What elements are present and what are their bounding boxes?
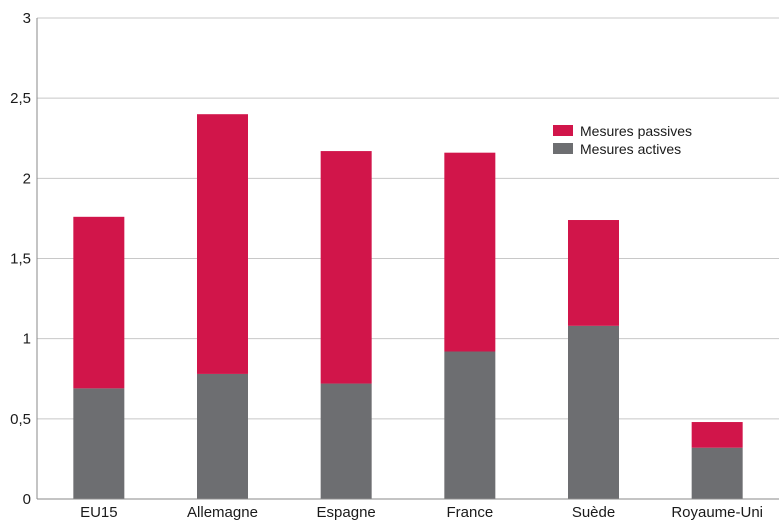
y-tick-label: 1,5 — [10, 251, 31, 268]
bar-mesures-passives — [320, 151, 372, 384]
x-axis-category-labels: EU15 Allemagne Espagne France Suède Royaume-U… — [80, 504, 763, 521]
bar-mesures-actives — [691, 447, 743, 499]
bar-mesures-passives — [444, 152, 496, 352]
bar-mesures-actives — [197, 373, 248, 499]
legend-label-mesures-passives: Mesures passives — [580, 123, 692, 139]
y-tick-label: 2 — [23, 170, 31, 187]
bar-mesures-actives — [444, 351, 496, 499]
bar-mesures-actives — [73, 388, 125, 499]
bar-mesures-actives — [320, 383, 372, 499]
x-tick-label: France — [446, 504, 493, 521]
y-tick-label: 2,5 — [10, 90, 31, 107]
gridlines — [37, 17, 779, 420]
y-tick-label: 1 — [23, 331, 31, 348]
y-axis-tick-labels: 0 0,5 1 1,5 2 2,5 3 — [10, 10, 31, 508]
legend-swatch-mesures-passives — [553, 125, 573, 136]
bar-mesures-passives — [73, 216, 125, 389]
legend-label-mesures-actives: Mesures actives — [580, 141, 681, 157]
x-tick-label: EU15 — [80, 504, 118, 521]
x-tick-label: Suède — [572, 504, 615, 521]
legend: Mesures passives Mesures actives — [553, 123, 692, 157]
y-tick-label: 0,5 — [10, 411, 31, 428]
x-tick-label: Royaume-Uni — [671, 504, 763, 521]
bar-mesures-passives — [691, 422, 743, 448]
bar-mesures-actives — [568, 325, 619, 499]
bars — [73, 114, 743, 499]
x-tick-label: Allemagne — [187, 504, 258, 521]
y-tick-label: 3 — [23, 10, 31, 27]
axes — [36, 18, 779, 500]
y-tick-label: 0 — [23, 491, 31, 508]
x-tick-label: Espagne — [317, 504, 376, 521]
legend-swatch-mesures-actives — [553, 143, 573, 154]
bar-mesures-passives — [568, 220, 619, 326]
bar-mesures-passives — [197, 114, 248, 374]
